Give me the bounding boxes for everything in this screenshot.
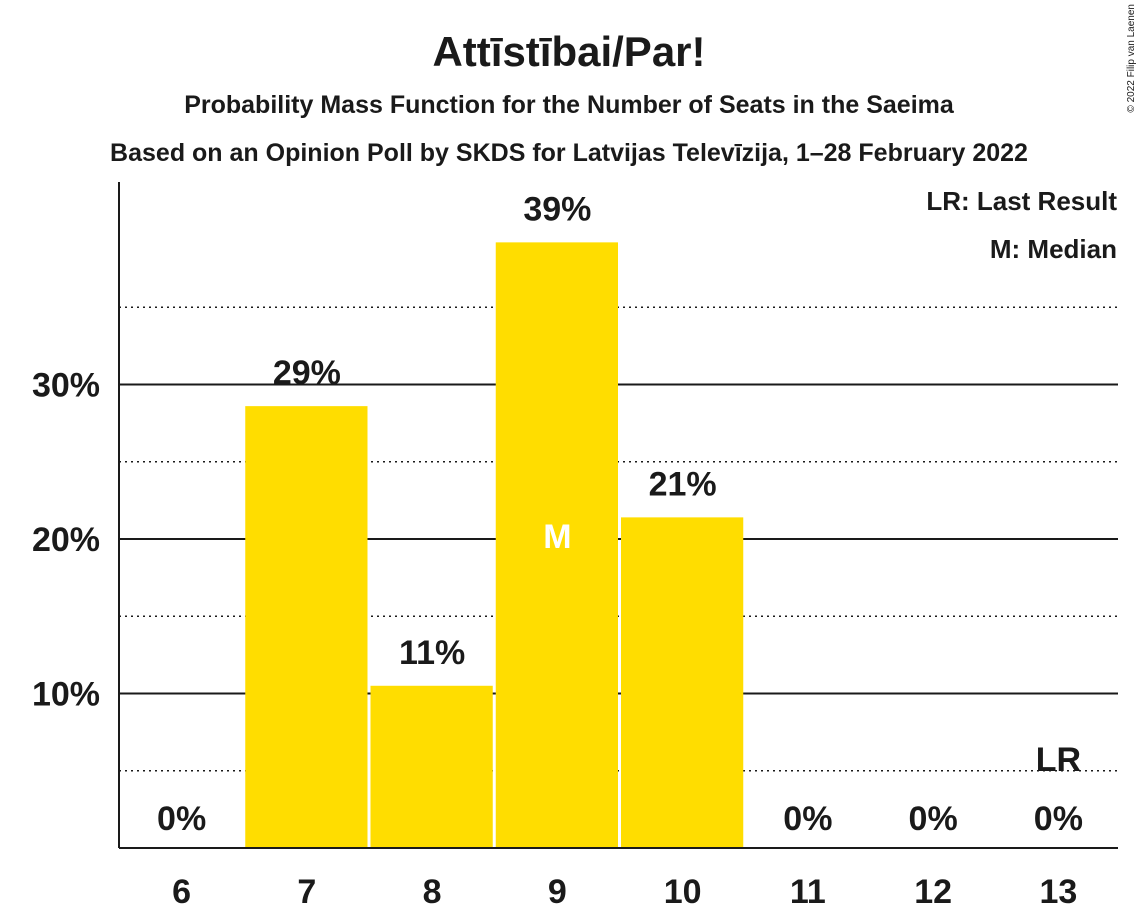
y-tick-label: 30%: [32, 367, 100, 405]
bar: [495, 242, 618, 849]
bar: [370, 685, 493, 848]
x-tick-label: 7: [297, 873, 316, 911]
bars: [245, 242, 744, 849]
y-tick-label: 20%: [32, 521, 100, 559]
x-tick-label: 12: [914, 873, 952, 911]
x-tick-label: 13: [1039, 873, 1077, 911]
last-result-marker: LR: [1036, 741, 1081, 779]
x-tick-label: 9: [548, 873, 567, 911]
axes: 10% 20% 30% 6 7 8 9 10 11 12 13: [32, 182, 1118, 911]
y-tick-label: 10%: [32, 676, 100, 714]
bar-value-label: 21%: [649, 465, 717, 503]
bar-value-label: 11%: [399, 634, 465, 672]
bar: [245, 406, 368, 848]
bar-value-label: 0%: [157, 800, 206, 838]
x-tick-label: 6: [172, 873, 191, 911]
value-labels: 0% 29% 11% 39% M 21% 0% 0% 0% LR: [157, 190, 1083, 838]
legend-last-result: LR: Last Result: [926, 186, 1117, 216]
chart-title: Attīstībai/Par!: [432, 28, 705, 75]
chart-subtitle: Probability Mass Function for the Number…: [184, 91, 955, 119]
bar-value-label: 39%: [523, 190, 591, 228]
bar-value-label: 0%: [909, 800, 958, 838]
x-tick-label: 8: [423, 873, 442, 911]
copyright-text: © 2022 Filip van Laenen: [1126, 4, 1137, 113]
chart-subtitle-source: Based on an Opinion Poll by SKDS for Lat…: [110, 139, 1028, 167]
x-tick-label: 10: [664, 873, 702, 911]
bar: [621, 517, 744, 848]
bar-value-label: 0%: [783, 800, 832, 838]
median-marker: M: [543, 518, 571, 556]
legend-median: M: Median: [990, 234, 1117, 264]
bar-value-label: 29%: [273, 354, 341, 392]
bar-value-label: 0%: [1034, 800, 1083, 838]
x-tick-label: 11: [790, 873, 826, 911]
